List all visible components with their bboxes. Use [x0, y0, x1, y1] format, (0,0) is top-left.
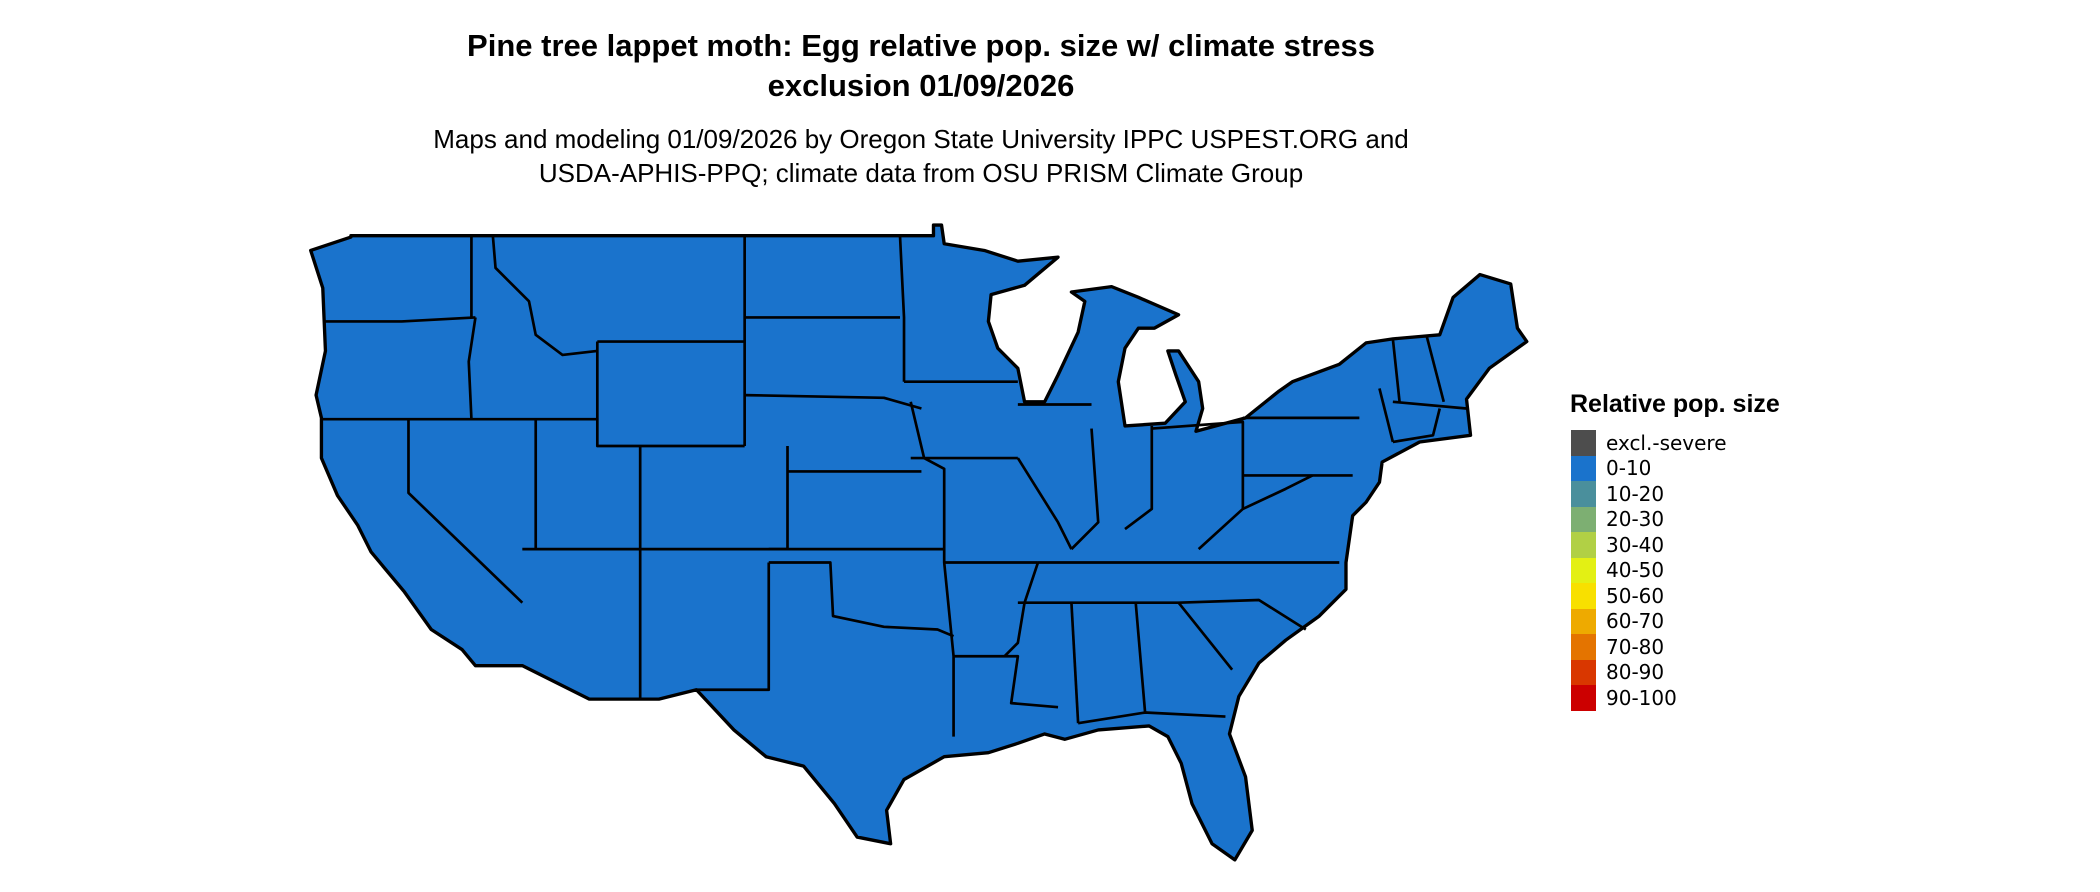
legend-label: 0-10 [1606, 456, 1652, 481]
legend-label: 40-50 [1606, 558, 1665, 583]
legend-swatch [1571, 608, 1596, 634]
legend-swatch [1571, 506, 1596, 532]
subtitle-line2: USDA-APHIS-PPQ; climate data from OSU PR… [538, 158, 1304, 188]
legend-swatch [1571, 481, 1596, 507]
legend-item: 70-80 [1571, 634, 1727, 660]
legend-swatch [1571, 634, 1596, 660]
legend-item: 40-50 [1571, 557, 1727, 583]
map-title-line2: exclusion 01/09/2026 [767, 68, 1075, 103]
legend-label: 70-80 [1606, 634, 1665, 659]
legend-item: excl.-severe [1571, 430, 1727, 456]
legend-swatch [1571, 455, 1596, 481]
legend-title: Relative pop. size [1570, 390, 1780, 418]
legend: excl.-severe 0-10 10-20 20-30 30-40 40-50 50-6… [1571, 430, 1727, 711]
legend-swatch [1571, 557, 1596, 583]
legend-swatch [1571, 532, 1596, 558]
legend-swatch [1571, 685, 1596, 711]
legend-item: 60-70 [1571, 608, 1727, 634]
legend-item: 90-100 [1571, 685, 1727, 711]
legend-item: 30-40 [1571, 532, 1727, 558]
legend-label: excl.-severe [1606, 430, 1727, 455]
map-title-line1: Pine tree lappet moth: Egg relative pop.… [467, 28, 1375, 63]
us-outline [309, 223, 1529, 862]
legend-label: 30-40 [1606, 532, 1665, 557]
legend-label: 50-60 [1606, 583, 1665, 608]
legend-item: 80-90 [1571, 659, 1727, 685]
legend-item: 20-30 [1571, 506, 1727, 532]
legend-item: 50-60 [1571, 583, 1727, 609]
subtitle-line1: Maps and modeling 01/09/2026 by Oregon S… [433, 124, 1409, 154]
legend-swatch [1571, 430, 1596, 456]
legend-label: 20-30 [1606, 507, 1665, 532]
state-borders [321, 235, 1467, 737]
legend-label: 80-90 [1606, 660, 1665, 685]
legend-item: 10-20 [1571, 481, 1727, 507]
legend-label: 60-70 [1606, 609, 1665, 634]
legend-swatch [1571, 583, 1596, 609]
legend-item: 0-10 [1571, 455, 1727, 481]
legend-label: 90-100 [1606, 685, 1677, 710]
legend-label: 10-20 [1606, 481, 1665, 506]
legend-swatch [1571, 659, 1596, 685]
